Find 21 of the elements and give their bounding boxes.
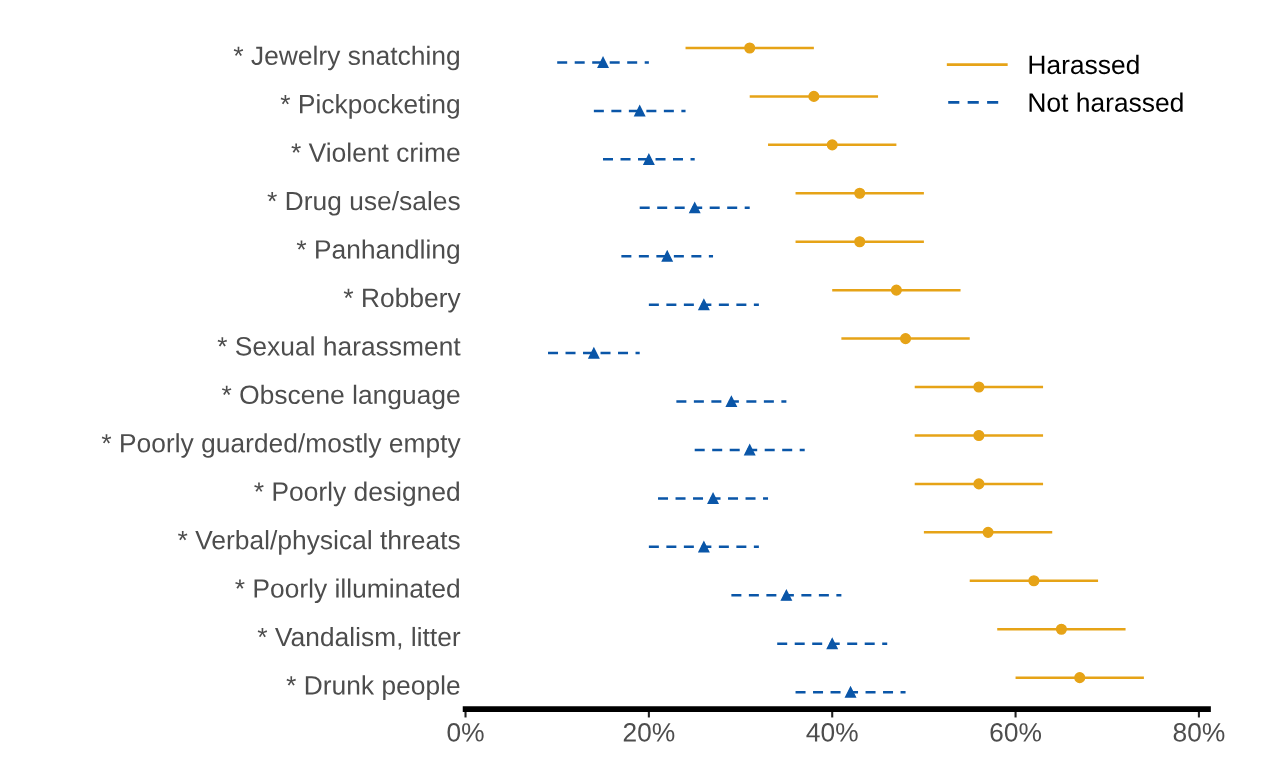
y-tick-label: * Drug use/sales [267, 190, 460, 216]
y-tick-label: * Verbal/physical threats [177, 530, 460, 555]
legend-label: Not harassed [1029, 92, 1183, 112]
y-tick-label: * Poorly illuminated [235, 578, 459, 604]
y-tick-label: * Drunk people [286, 675, 460, 700]
y-tick-label: * Poorly designed [254, 481, 459, 507]
y-tick-label: * Violent crime [291, 142, 460, 162]
y-tick-label: * Jewelry snatching [233, 45, 459, 71]
y-tick-label: * Panhandling [296, 239, 459, 265]
x-tick-label: 80% [1173, 723, 1225, 742]
x-tick-label: 60% [990, 723, 1042, 742]
x-tick-label: 0% [447, 723, 484, 742]
y-tick-label: * Sexual harassment [217, 336, 461, 356]
y-tick-label: * Robbery [343, 287, 461, 313]
x-tick-label: 20% [623, 723, 675, 742]
y-tick-label: * Vandalism, litter [257, 626, 461, 650]
legend-label: Harassed [1029, 54, 1139, 75]
y-tick-label: * Obscene language [221, 384, 460, 410]
x-tick-label: 40% [806, 723, 858, 742]
y-tick-label: * Poorly guarded/mostly empty [101, 433, 461, 458]
y-tick-label: * Pickpocketing [280, 94, 459, 119]
